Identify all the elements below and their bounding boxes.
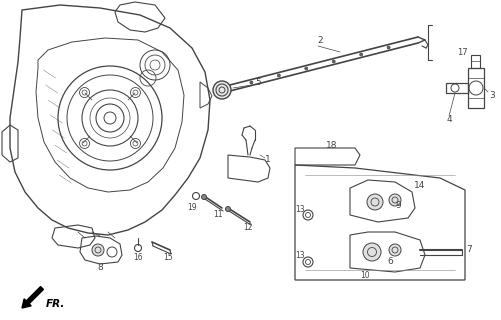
Circle shape [225, 206, 230, 212]
Circle shape [388, 244, 400, 256]
Text: 17: 17 [456, 47, 466, 57]
Circle shape [249, 81, 253, 84]
FancyArrow shape [22, 287, 43, 308]
Circle shape [332, 60, 335, 63]
Text: 7: 7 [465, 245, 471, 254]
Circle shape [212, 81, 230, 99]
Text: 11: 11 [213, 211, 222, 220]
Text: FR.: FR. [46, 299, 65, 309]
Text: 13: 13 [295, 205, 304, 214]
Text: 12: 12 [243, 223, 252, 233]
Text: 13: 13 [295, 252, 304, 260]
Text: 19: 19 [187, 204, 196, 212]
Circle shape [201, 195, 206, 199]
Text: 2: 2 [317, 36, 322, 44]
Circle shape [92, 244, 104, 256]
Circle shape [359, 53, 362, 56]
Text: 8: 8 [97, 263, 103, 273]
Text: 16: 16 [133, 253, 142, 262]
Text: 1: 1 [265, 156, 271, 164]
Text: 18: 18 [326, 140, 337, 149]
Circle shape [388, 194, 400, 206]
Text: 9: 9 [394, 201, 400, 210]
Circle shape [386, 46, 389, 49]
Text: 10: 10 [360, 271, 369, 281]
Text: 5: 5 [255, 77, 261, 86]
Text: 15: 15 [163, 253, 172, 262]
Circle shape [362, 243, 380, 261]
Text: 3: 3 [488, 91, 494, 100]
Text: 4: 4 [445, 116, 451, 124]
Circle shape [304, 67, 307, 70]
Circle shape [366, 194, 382, 210]
Text: 14: 14 [413, 180, 425, 189]
Text: 6: 6 [386, 258, 392, 267]
Circle shape [277, 74, 280, 77]
